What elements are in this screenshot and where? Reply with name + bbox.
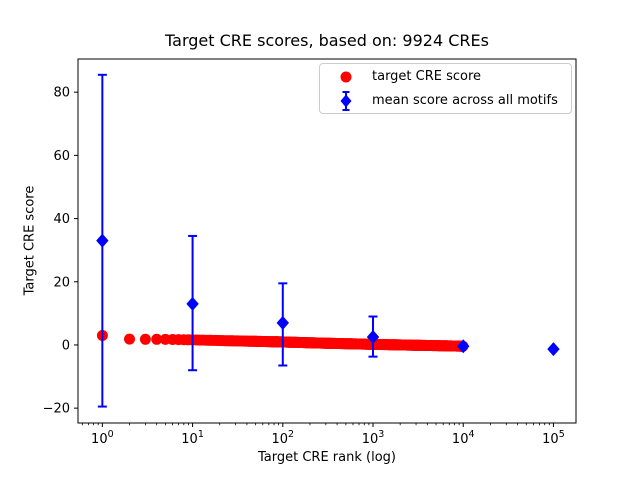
svg-text:103: 103: [362, 429, 385, 447]
svg-text:60: 60: [53, 149, 70, 164]
svg-text:40: 40: [53, 212, 70, 227]
svg-text:104: 104: [452, 429, 475, 447]
legend: target CRE score mean score across all m…: [319, 63, 572, 114]
svg-text:80: 80: [53, 86, 70, 101]
red-circle-icon: [320, 70, 372, 84]
svg-text:105: 105: [542, 429, 565, 447]
legend-label: mean score across all motifs: [372, 93, 558, 108]
svg-text:101: 101: [181, 429, 204, 447]
svg-text:102: 102: [271, 429, 294, 447]
legend-label: target CRE score: [372, 69, 482, 84]
legend-item-mean-score: mean score across all motifs: [320, 90, 571, 112]
svg-text:0: 0: [62, 338, 70, 353]
y-axis-label: Target CRE score: [22, 185, 38, 296]
svg-text:20: 20: [53, 275, 70, 290]
svg-text:−20: −20: [43, 402, 70, 417]
legend-item-target-score: target CRE score: [320, 66, 571, 88]
blue-diamond-errorbar-icon: [320, 90, 372, 112]
x-axis-label: Target CRE rank (log): [258, 450, 396, 465]
chart-title: Target CRE scores, based on: 9924 CREs: [165, 31, 489, 50]
svg-text:100: 100: [91, 429, 114, 447]
